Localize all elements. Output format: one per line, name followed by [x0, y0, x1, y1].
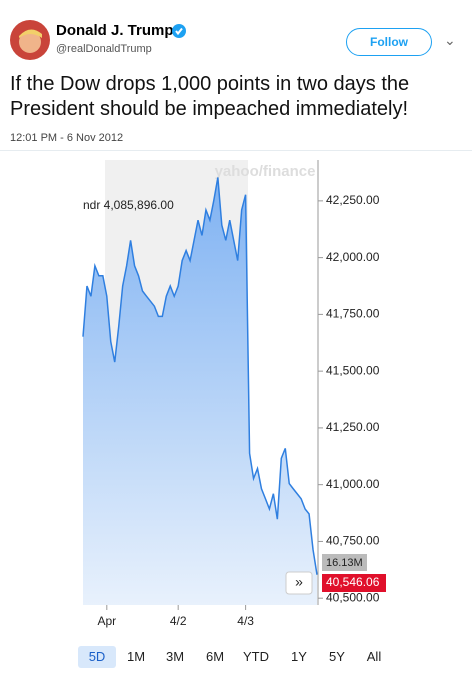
timestamp: 12:01 PM - 6 Nov 2012 [10, 132, 124, 144]
user-name: Donald J. Trump [56, 22, 174, 39]
y-tick-label: 42,000.00 [326, 250, 380, 264]
volume-box [322, 554, 367, 571]
range-button[interactable]: 1M [126, 649, 146, 664]
divider [0, 150, 472, 151]
tweet-text: If the Dow drops 1,000 points in two day… [10, 73, 410, 120]
range-button[interactable]: 6M [205, 649, 225, 664]
y-tick-label: 41,000.00 [326, 477, 380, 491]
price-box [322, 574, 386, 592]
range-button[interactable]: YTD [243, 649, 269, 664]
range-button[interactable]: 3M [165, 649, 185, 664]
x-tick-label: 4/3 [237, 614, 254, 628]
menu-chevron[interactable]: ⌄ [444, 32, 456, 48]
watermark: yahoo/finance [215, 163, 316, 180]
volume-label: 16.13M [326, 557, 363, 569]
x-tick-label: 4/2 [170, 614, 187, 628]
avatar [10, 20, 50, 60]
crosshair-label: ndr 4,085,896.00 [83, 198, 174, 212]
y-tick-label: 42,250.00 [326, 193, 380, 207]
y-tick-label: 40,500.00 [326, 590, 380, 604]
verified-badge [172, 24, 186, 38]
y-tick-label: 41,250.00 [326, 420, 380, 434]
follow-button[interactable]: Follow [346, 28, 432, 56]
scroll-icon: » [295, 574, 303, 590]
range-button[interactable]: All [366, 649, 382, 664]
range-button[interactable]: 5D [78, 646, 116, 668]
y-tick-label: 41,750.00 [326, 307, 380, 321]
range-button[interactable]: 5Y [329, 649, 345, 664]
area-fill [83, 177, 317, 605]
user-handle: @realDonaldTrump [56, 43, 152, 55]
scroll-button[interactable] [285, 571, 313, 595]
last-price-label: 40,546.06 [326, 575, 380, 589]
range-button[interactable]: 1Y [291, 649, 307, 664]
y-tick-label: 40,750.00 [326, 534, 380, 548]
y-tick-label: 41,500.00 [326, 363, 380, 377]
x-tick-label: Apr [97, 614, 116, 628]
price-line [82, 177, 318, 575]
